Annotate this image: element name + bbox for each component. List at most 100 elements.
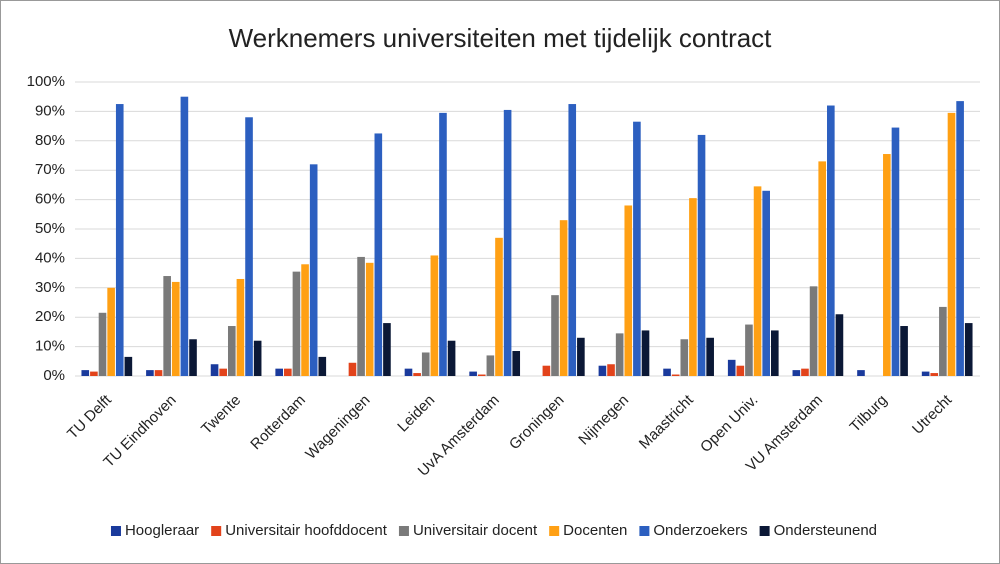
bar [227,326,236,376]
bar [598,365,607,376]
bar [939,306,947,376]
bar [697,134,706,376]
bar [577,337,585,376]
bar [835,314,844,376]
bar [762,190,770,376]
bar [486,355,495,376]
bar [210,364,219,376]
bar [219,368,227,376]
bar [542,365,551,376]
y-tick-label: 20% [35,308,65,325]
bar [921,371,930,376]
y-tick-label: 70% [35,161,65,178]
bar [275,368,284,376]
bar [663,368,671,376]
chart-title: Werknemers universiteiten met tijdelijk … [229,23,773,53]
bar [641,330,650,376]
bar [809,286,818,376]
bar [727,359,736,376]
y-tick-label: 0% [43,367,65,384]
bar [469,371,477,376]
bar [857,370,865,376]
bar [124,356,133,376]
bar [512,351,521,376]
bar [236,278,245,376]
legend-label: Docenten [563,522,627,539]
bar [421,352,430,376]
bar [615,333,624,376]
y-tick-label: 60% [35,191,65,208]
bar [706,337,714,376]
y-tick-label: 100% [27,73,65,90]
bar [736,365,745,376]
bar [770,330,779,376]
legend-swatch [110,526,121,536]
bar [624,205,633,376]
bar [348,362,357,376]
bar [633,121,641,376]
bar [447,340,456,376]
legend-swatch [549,526,560,536]
bar [365,262,374,376]
bar [680,339,689,376]
bar [827,105,835,377]
bar [956,101,964,377]
bar [146,370,154,376]
bar [930,373,939,376]
bar [430,255,439,376]
bar [284,368,292,376]
bar [551,295,559,376]
bar [559,220,568,376]
y-tick-label: 90% [35,102,65,119]
bar [413,373,421,376]
bar [98,312,107,376]
bar [171,281,180,376]
bar [947,112,956,377]
bar [801,368,809,376]
y-tick-label: 40% [35,249,65,266]
legend-label: Ondersteunend [774,522,877,539]
bar [883,154,891,376]
legend-label: Universitair hoofddocent [225,522,388,539]
bar [309,164,318,376]
y-tick-label: 50% [35,220,65,237]
bar [671,374,680,376]
legend-swatch [639,526,650,536]
bar [253,340,262,376]
legend-swatch [211,526,222,536]
legend-label: Universitair docent [413,522,538,539]
bar [163,276,171,376]
bar [90,371,98,376]
bar [107,287,115,376]
y-tick-label: 30% [35,279,65,296]
bar [503,109,512,377]
legend-label: Onderzoekers [653,522,747,539]
legend-swatch [759,526,770,536]
bar [818,161,827,376]
bar [792,370,801,376]
bar [900,326,908,376]
bar [374,133,383,376]
bar [189,339,197,376]
bar [495,237,503,376]
bar [115,104,124,377]
bar [568,104,577,377]
bar [477,374,486,376]
y-tick-label: 10% [35,338,65,355]
bar [607,364,615,376]
bar [292,271,301,376]
bar [180,96,189,376]
bar [689,198,697,376]
bar [404,368,413,376]
bar [357,256,365,376]
bar [81,370,90,376]
legend-swatch [398,526,409,536]
legend-label: Hoogleraar [125,522,199,539]
bar [245,117,253,376]
bar [318,356,327,376]
bar [891,127,900,376]
bar [964,323,973,376]
bar [301,264,309,376]
bar [439,112,447,377]
